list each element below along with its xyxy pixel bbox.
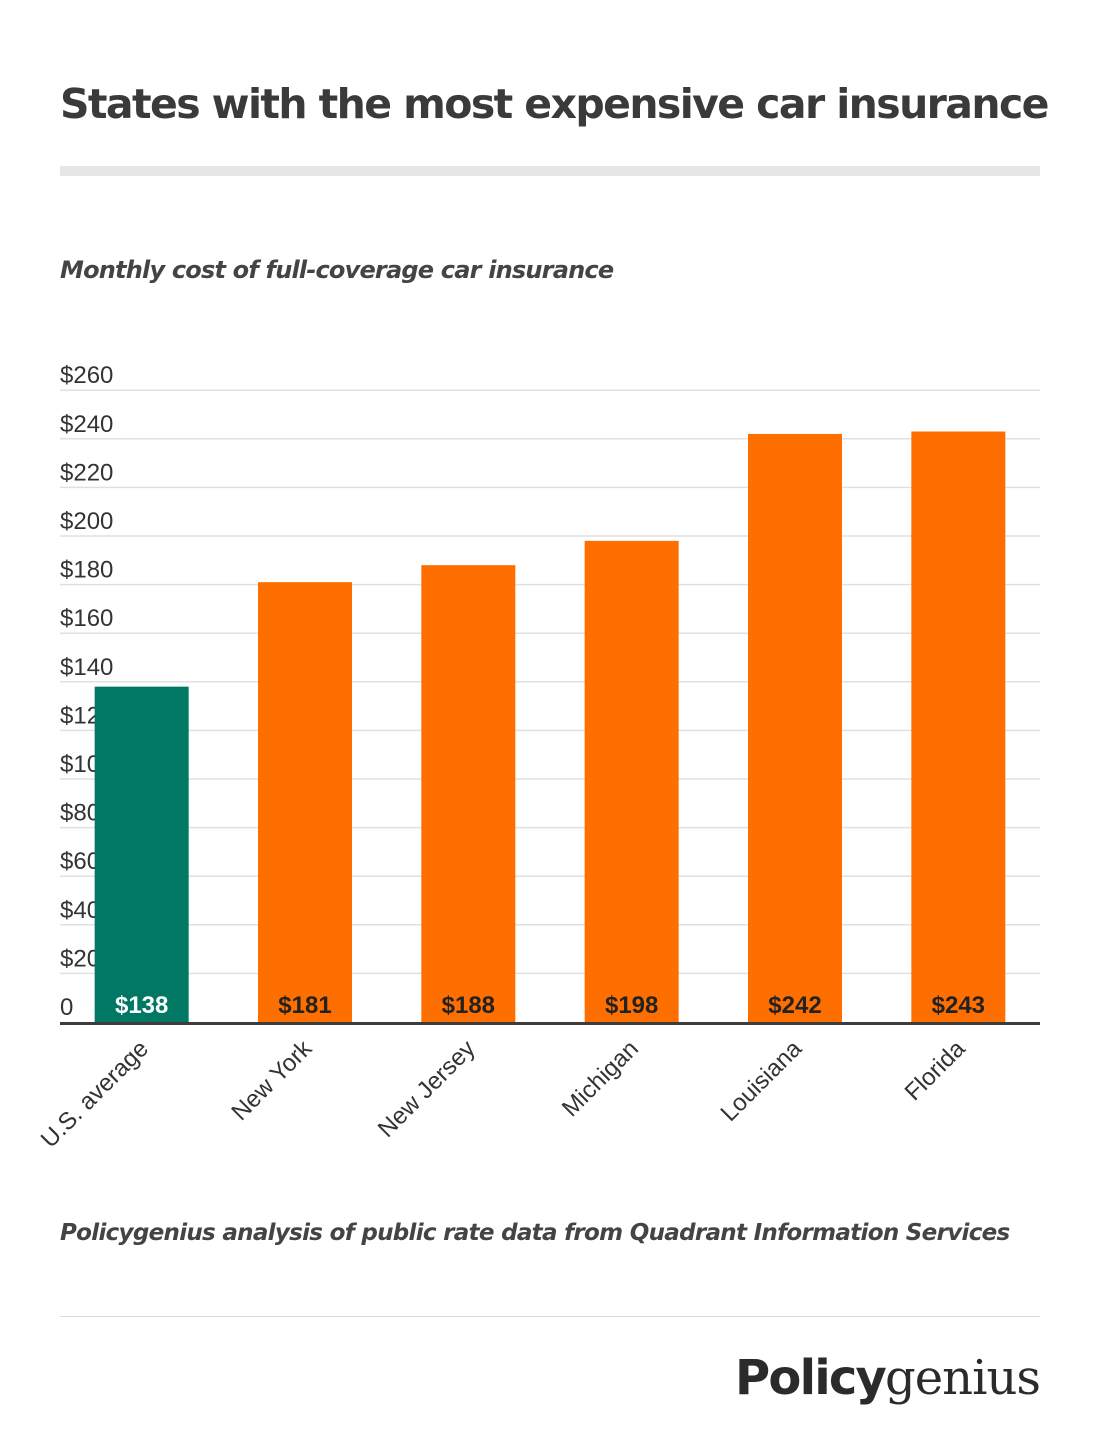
title-divider: [60, 166, 1040, 176]
x-tick-label-0: U.S. average: [36, 1035, 154, 1153]
bar-1: [258, 582, 352, 1022]
y-tick-label-40: $40: [60, 897, 100, 924]
x-tick-label-1: New York: [226, 1034, 317, 1125]
y-tick-label-200: $200: [60, 508, 113, 535]
bar-chart: 0$20$40$60$80$100$120$140$160$180$200$22…: [36, 362, 1040, 1153]
chart-subtitle: Monthly cost of full-coverage car insura…: [60, 256, 614, 284]
chart-title: States with the most expensive car insur…: [60, 80, 1049, 128]
bar-2: [421, 565, 516, 1022]
policygenius-logo: Policygenius: [735, 1350, 1041, 1406]
logo-wordmark-light: genius: [885, 1350, 1041, 1406]
bar-5: [911, 431, 1006, 1022]
bar-value-label-2: $188: [442, 992, 495, 1019]
x-tick-label-5: Florida: [900, 1035, 971, 1106]
bar-3: [584, 540, 679, 1022]
bar-value-label-5: $243: [932, 992, 985, 1019]
gridlines: [60, 389, 1040, 975]
y-tick-label-160: $160: [60, 605, 113, 632]
bar-4: [748, 433, 842, 1022]
bars: [94, 431, 1006, 1022]
y-tick-label-260: $260: [60, 362, 113, 389]
bar-value-label-4: $242: [768, 992, 821, 1019]
y-tick-label-60: $60: [60, 848, 100, 875]
bar-value-label-0: $138: [115, 992, 168, 1019]
bar-value-label-3: $198: [605, 992, 658, 1019]
source-note: Policygenius analysis of public rate dat…: [60, 1220, 1010, 1246]
y-tick-label-240: $240: [60, 411, 113, 438]
bar-0: [94, 686, 189, 1022]
y-tick-label-220: $220: [60, 459, 113, 486]
x-tick-label-2: New Jersey: [373, 1035, 481, 1143]
x-axis-ticks: U.S. average New York New Jersey Michigan Lo…: [36, 1034, 971, 1153]
y-tick-label-20: $20: [60, 945, 100, 972]
y-tick-label-140: $140: [60, 654, 113, 681]
footer-divider: [60, 1316, 1040, 1317]
bar-value-label-1: $181: [278, 992, 331, 1019]
y-tick-label-0: 0: [60, 994, 73, 1021]
x-tick-label-4: Louisiana: [715, 1035, 807, 1127]
logo-wordmark-bold: Policy: [735, 1350, 887, 1406]
y-tick-label-80: $80: [60, 800, 100, 827]
y-tick-label-180: $180: [60, 557, 113, 584]
x-tick-label-3: Michigan: [557, 1035, 644, 1122]
bar-value-labels: $138 $181 $188 $198 $242 $243: [115, 992, 985, 1019]
